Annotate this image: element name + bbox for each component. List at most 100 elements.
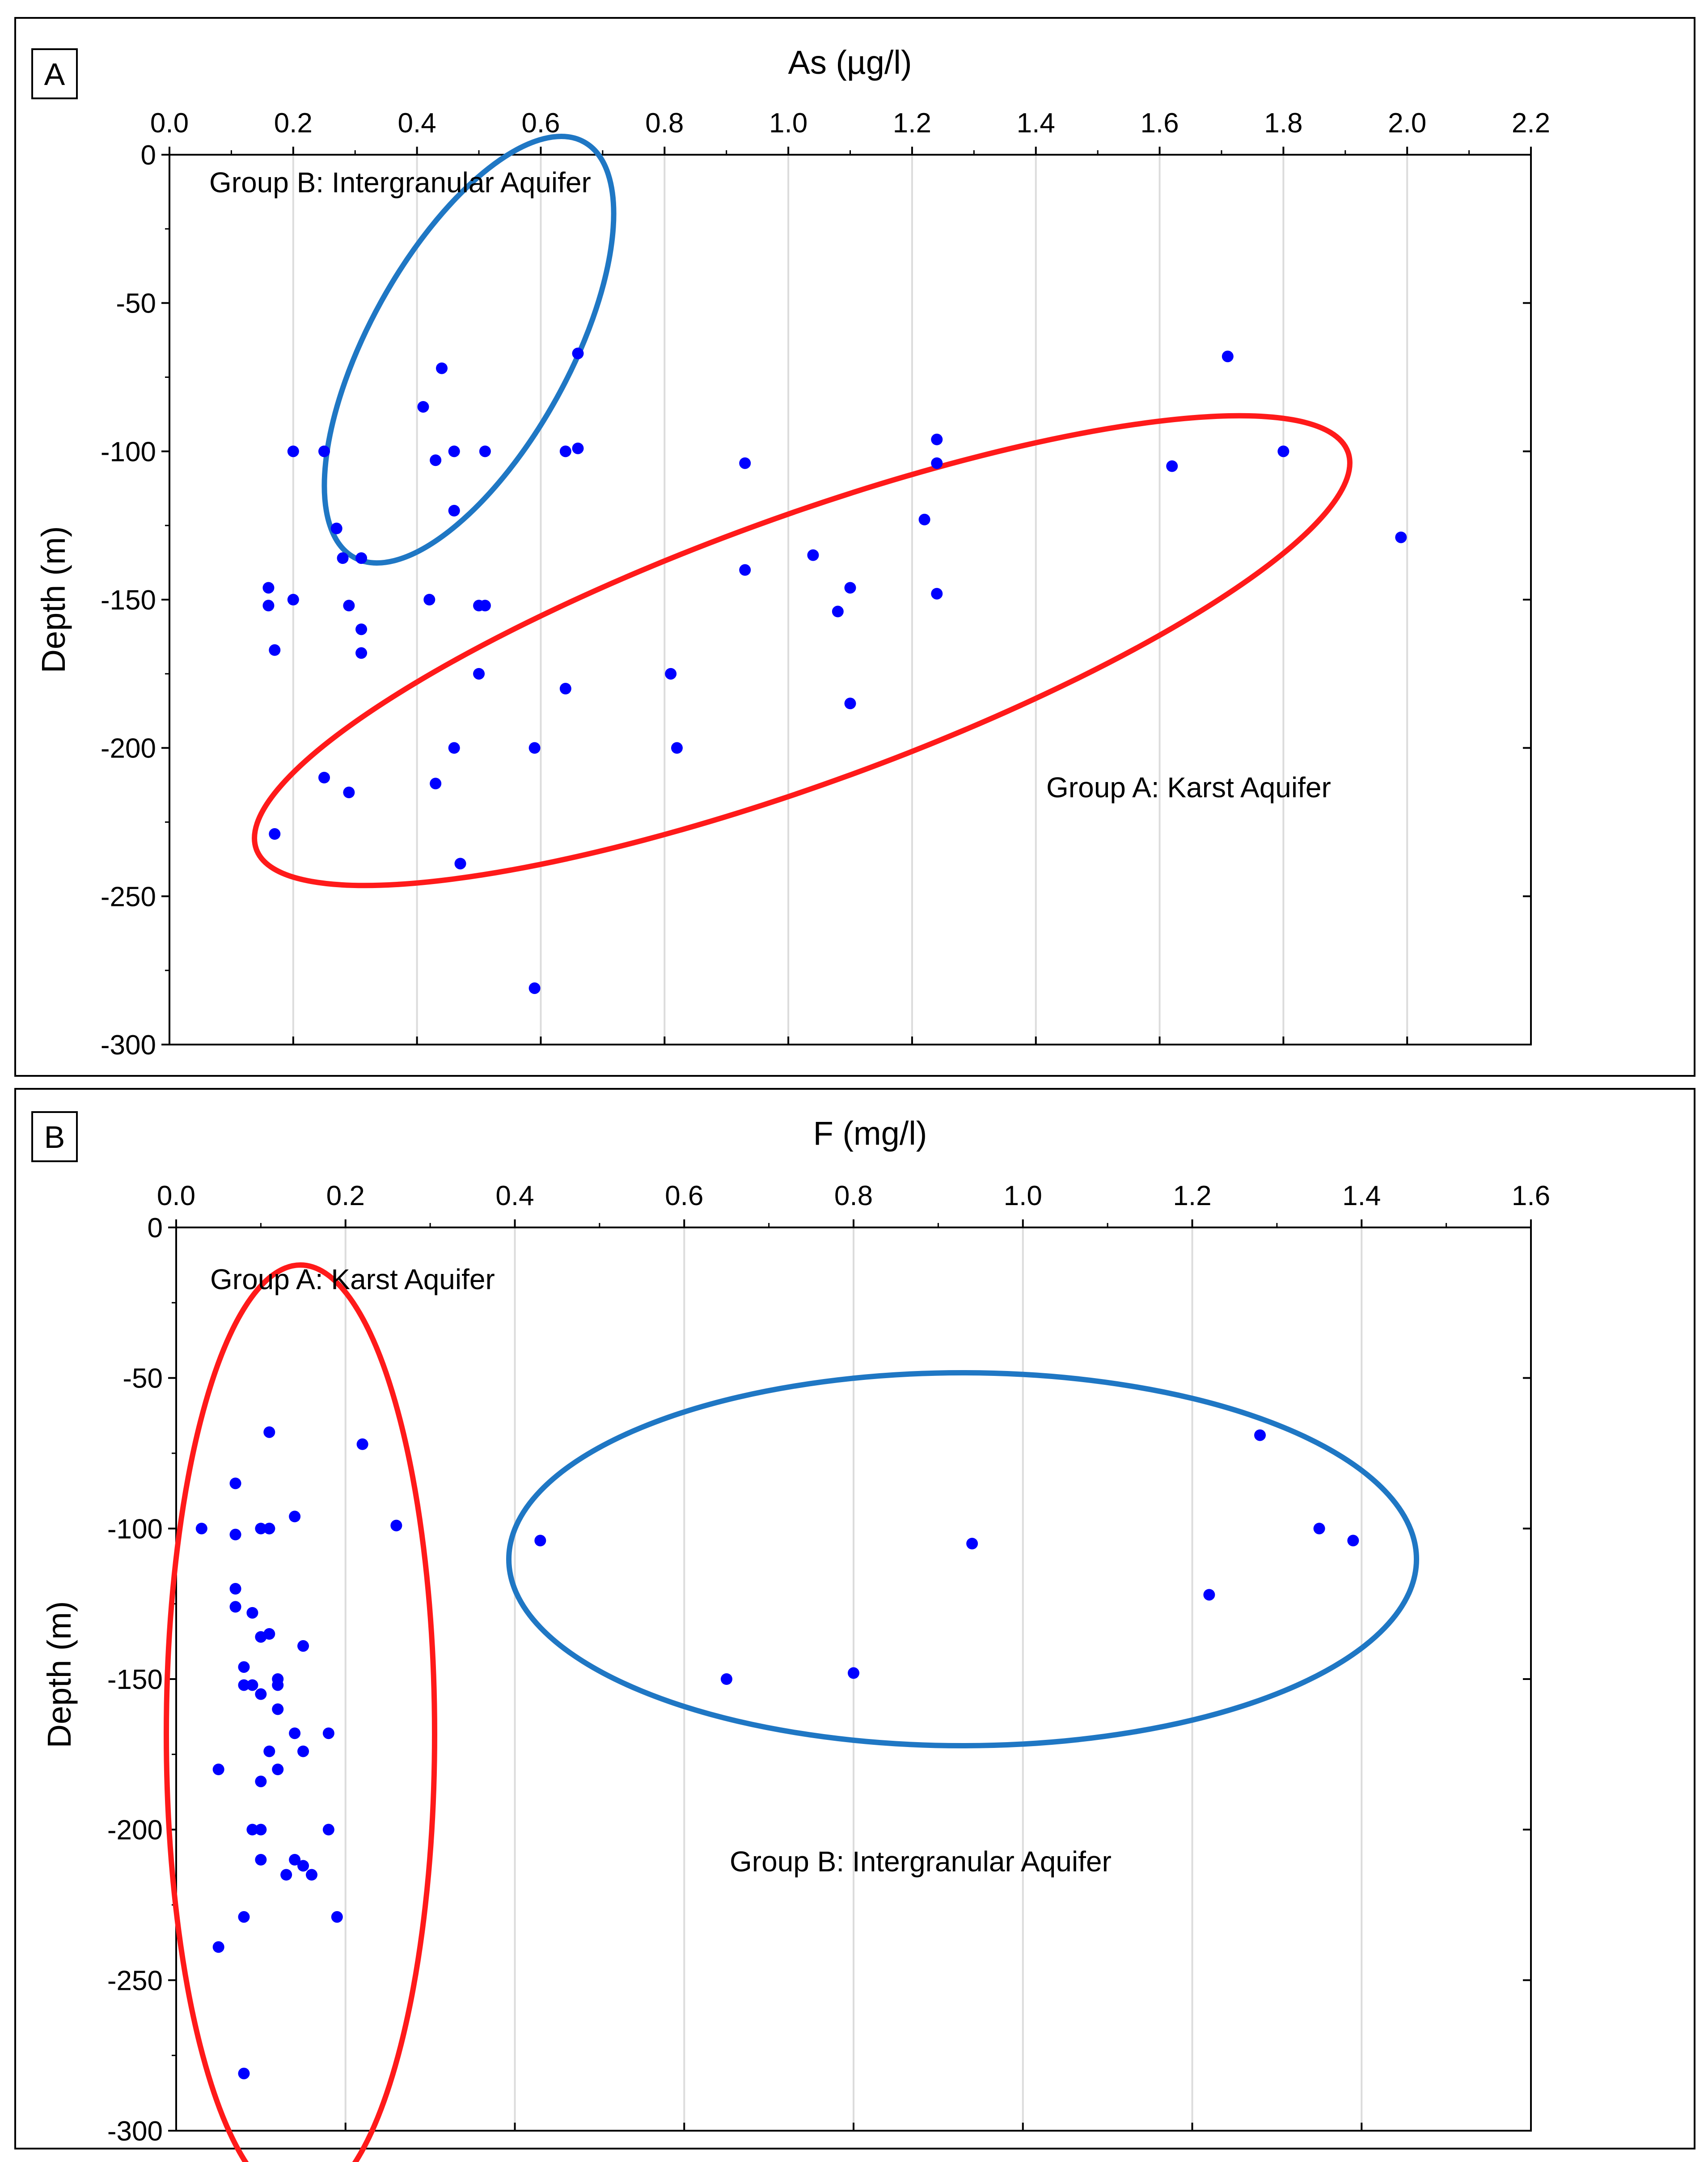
panel-b-data-point [289,1854,301,1866]
panel-a-data-point [448,505,460,516]
panel-a-xtick-label: 0.2 [274,108,313,139]
panel-b-data-point [255,1688,267,1700]
panel-a-ytick-label: 0 [141,140,156,171]
panel-b-data-point [390,1519,402,1532]
panel-a-ytick-label: -100 [101,436,156,467]
panel-b-data-point [229,1583,241,1595]
panel-a-data-point [528,742,541,754]
panel-b-data-point [297,1745,309,1757]
panel-a-data-point [572,442,584,454]
panel-b-data-point [1254,1429,1266,1441]
panel-b-annotation-group-b: Group B: Intergranular Aquifer [730,1845,1112,1878]
panel-b-data-point [289,1727,301,1739]
panel-b-xtick-label: 0.4 [495,1180,534,1211]
panel-a-ytick-label: -300 [101,1030,156,1061]
panel-a-data-point [739,457,751,469]
panel-a-data-point [572,347,584,360]
panel-a-annotation-group-b: Group B: Intergranular Aquifer [209,166,591,199]
panel-b-data-point [280,1869,292,1881]
panel-a-annotation-group-a: Group A: Karst Aquifer [1046,771,1331,804]
panel-a-data-point [287,594,299,605]
panel-a-data-point [355,552,368,564]
panel-b-data-point [966,1538,978,1549]
panel-b-ytick-label: -100 [107,1514,163,1544]
panel-b-data-point [238,2068,250,2080]
panel-b-xtick-label: 0.2 [326,1180,365,1211]
panel-b-ticks: 0.0 0.2 0.4 0.6 0.8 1.0 1.2 1.4 1.6 0 -50 -100 -150 -… [107,1180,1550,2147]
panel-a-data-point [671,742,683,754]
panel-a-xtick-label: 0.4 [398,108,436,139]
panel-b-data-point [246,1607,258,1619]
panel-b-data-point [322,1824,334,1836]
panel-a-group-a-ellipse [252,413,1353,888]
panel-b-data-point [289,1510,301,1523]
panel-a-data-point [559,683,571,694]
panel-a-data-point [436,362,448,374]
panel-b-data-point [263,1745,275,1757]
panel-a-data-point [430,778,442,790]
panel-a-data-point [832,605,844,618]
panel-b-data-point [1313,1523,1325,1535]
panel-b-xtick-label: 1.6 [1512,1180,1550,1211]
panel-b-data-point [356,1438,368,1450]
panel-b-gridlines [344,1227,1363,2131]
panel-a: A 0.0 0.2 0.4 0.6 0.8 1.0 1.2 1.4 1.6 1.8 2.0 2.2 0 -… [14,17,1695,1077]
panel-a-ylabel: Depth (m) [35,526,72,673]
panel-b: B 0.0 0.2 0.4 0.6 0.8 1.0 1.2 1.4 1.6 0 -50 -100 -15… [14,1088,1695,2162]
panel-a-data-point [931,457,943,469]
panel-a-group-b-ellipse [321,134,617,566]
panel-a-xtick-label: 1.4 [1017,108,1055,139]
panel-a-data-point [262,582,275,594]
panel-a-data-point [739,564,751,576]
panel-b-xtick-label: 0.6 [665,1180,703,1211]
panel-a-data-point [355,647,368,659]
panel-b-data-point [255,1523,267,1535]
panel-b-data-point [238,1911,250,1923]
panel-b-xlabel: F (mg/l) [813,1115,927,1152]
panel-b-frame [14,1088,1695,2149]
panel-b-data-point [246,1824,258,1836]
panel-a-data-point [330,522,342,534]
panel-b-ytick-label: -250 [107,1965,163,1996]
panel-a-data-point [454,858,466,870]
panel-a-data-point [337,552,349,564]
panel-a-data-point [528,982,541,994]
panel-a-data-point [318,445,330,457]
panel-a-xtick-label: 1.8 [1264,108,1302,139]
panel-b-data-point [229,1601,241,1613]
panel-b-points [195,1426,1359,2080]
panel-b-ytick-label: 0 [148,1213,163,1244]
panel-a-ytick-label: -50 [116,288,156,319]
panel-b-data-point [322,1727,334,1739]
panel-b-letter: B [44,1120,65,1155]
panel-b-data-point [263,1426,275,1438]
panel-a-plot-area [169,154,1532,1045]
panel-a-data-point [931,433,943,445]
panel-b-letter-box [31,1111,78,1162]
panel-a-ytick-label: -150 [101,585,156,616]
panel-b-data-point [720,1673,732,1685]
panel-b-data-point [272,1703,284,1715]
panel-a-data-point [269,644,281,656]
panel-a-data-point [448,742,460,754]
panel-a-data-point [423,594,435,605]
panel-a-letter: A [44,57,65,92]
panel-a-data-point [918,513,930,525]
panel-b-data-point [255,1631,267,1643]
panel-a-data-point [844,582,856,594]
panel-b-data-point [331,1911,343,1923]
panel-a-data-point [355,623,368,635]
panel-b-data-point [195,1523,207,1535]
panel-b-data-point [534,1535,546,1547]
panel-b-data-point [272,1673,284,1685]
panel-a-data-point [343,600,355,612]
panel-a-data-point [448,445,460,457]
panel-b-data-point [272,1764,284,1775]
panel-a-data-point [807,549,819,561]
panel-a-data-point [1277,445,1289,457]
panel-a-xtick-label: 1.6 [1140,108,1179,139]
panel-b-data-point [238,1679,250,1691]
panel-a-data-point [417,401,429,413]
panel-b-xtick-label: 1.4 [1342,1180,1381,1211]
